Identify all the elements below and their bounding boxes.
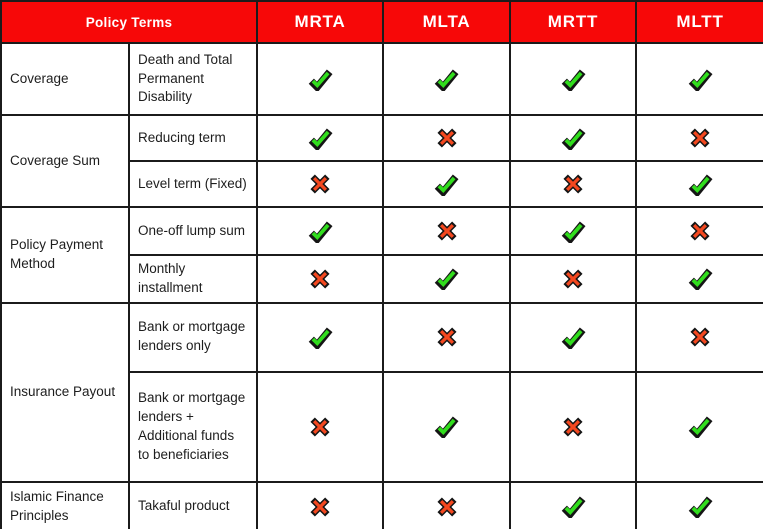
product-header-mlta: MLTA (382, 0, 512, 44)
value-cell (635, 254, 763, 304)
value-cell (509, 42, 638, 116)
table-row: Insurance Payout Bank or mortgage lenders… (0, 301, 763, 483)
table-row: Monthly installment (1, 254, 763, 304)
value-cell (382, 160, 512, 208)
value-cell (635, 114, 763, 162)
table-row: Policy Payment Method One-off lump sum (0, 206, 763, 304)
cross-icon (436, 220, 458, 242)
product-header-mrta: MRTA (256, 0, 385, 44)
check-icon (561, 326, 586, 349)
term-cell: Bank or mortgage lenders + Additional fu… (127, 370, 259, 483)
check-icon (688, 495, 713, 519)
header-row: Policy Terms MRTA MLTA MRTT MLTT (0, 0, 763, 44)
check-icon (434, 173, 459, 196)
table-row: Coverage Sum Reducing term (0, 114, 763, 208)
value-cell (256, 370, 385, 483)
cross-icon (436, 326, 458, 348)
category-cell: Policy Payment Method (0, 206, 130, 304)
value-cell (635, 480, 763, 529)
check-icon (308, 220, 333, 243)
term-cell: One-off lump sum (127, 206, 259, 256)
value-cell (635, 160, 763, 208)
table-body: Coverage Death and Total Permanent Disabi… (0, 42, 763, 529)
value-cell (382, 301, 512, 373)
cross-icon (436, 496, 458, 518)
cross-icon (562, 173, 584, 195)
product-header-mrtt: MRTT (509, 0, 638, 44)
term-cell: Level term (Fixed) (127, 160, 259, 208)
value-cell (382, 114, 512, 162)
value-cell (635, 301, 763, 373)
value-cell (635, 370, 763, 483)
cross-icon (562, 268, 584, 290)
value-cell (256, 114, 385, 162)
check-icon (688, 415, 713, 439)
check-icon (561, 127, 586, 150)
value-cell (635, 206, 763, 256)
check-icon (688, 68, 713, 91)
value-cell (635, 42, 763, 116)
term-cell: Takaful product (127, 480, 259, 529)
cross-icon (309, 496, 331, 518)
value-cell (382, 370, 512, 483)
value-cell (509, 301, 638, 373)
value-cell (256, 160, 385, 208)
value-cell (256, 480, 385, 529)
value-cell (256, 254, 385, 304)
value-cell (382, 254, 512, 304)
cross-icon (562, 416, 584, 438)
cross-icon (689, 326, 711, 348)
cross-icon (309, 173, 331, 195)
check-icon (561, 68, 586, 91)
value-cell (509, 160, 638, 208)
term-cell: Monthly installment (127, 254, 259, 304)
value-cell (256, 301, 385, 373)
value-cell (509, 370, 638, 483)
category-cell: Coverage Sum (0, 114, 130, 208)
value-cell (509, 480, 638, 529)
cross-icon (309, 268, 331, 290)
value-cell (509, 206, 638, 256)
value-cell (509, 254, 638, 304)
category-cell: Coverage (0, 42, 130, 116)
term-cell: Reducing term (127, 114, 259, 162)
value-cell (256, 42, 385, 116)
check-icon (308, 127, 333, 150)
cross-icon (689, 220, 711, 242)
term-cell: Bank or mortgage lenders only (127, 301, 259, 373)
check-icon (688, 173, 713, 196)
value-cell (382, 206, 512, 256)
cross-icon (689, 127, 711, 149)
check-icon (434, 68, 459, 91)
value-cell (382, 480, 512, 529)
table-row: Islamic Finance Principles Takaful produc… (0, 480, 763, 529)
policy-terms-header: Policy Terms (0, 0, 259, 44)
term-cell: Death and Total Permanent Disability (127, 42, 259, 116)
check-icon (308, 326, 333, 349)
value-cell (382, 42, 512, 116)
check-icon (688, 267, 713, 291)
table-row: Coverage Death and Total Permanent Disabi… (0, 42, 763, 116)
check-icon (434, 267, 459, 291)
category-cell: Insurance Payout (0, 301, 130, 483)
product-header-mltt: MLTT (635, 0, 763, 44)
check-icon (561, 220, 586, 243)
cross-icon (436, 127, 458, 149)
table-row: Bank or mortgage lenders + Additional fu… (1, 370, 763, 483)
value-cell (509, 114, 638, 162)
category-cell: Islamic Finance Principles (0, 480, 130, 529)
value-cell (256, 206, 385, 256)
check-icon (308, 68, 333, 91)
table-row: Level term (Fixed) (1, 160, 763, 208)
cross-icon (309, 416, 331, 438)
check-icon (561, 495, 586, 519)
check-icon (434, 415, 459, 439)
